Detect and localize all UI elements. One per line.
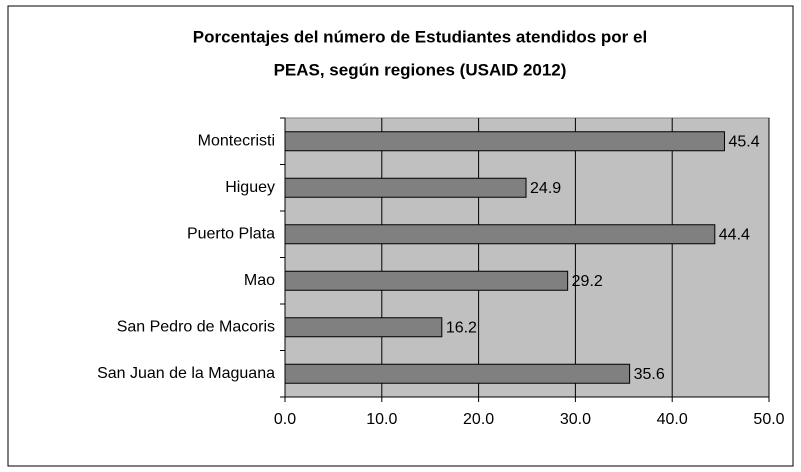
chart-title: Porcentajes del número de Estudiantes at… (193, 27, 647, 46)
data-label: 45.4 (728, 133, 759, 150)
data-label: 29.2 (572, 273, 603, 290)
x-tick-label: 20.0 (463, 411, 494, 428)
y-tick-label: San Juan de la Maguana (97, 365, 275, 382)
x-tick-label: 50.0 (753, 411, 784, 428)
chart-title: PEAS, según regiones (USAID 2012) (274, 60, 567, 79)
bar (284, 131, 725, 152)
y-tick-label: Higuey (225, 179, 275, 196)
bar (284, 270, 569, 291)
x-tick-label: 30.0 (560, 411, 591, 428)
bar (284, 317, 443, 338)
data-label: 24.9 (530, 180, 561, 197)
data-label: 16.2 (446, 319, 477, 336)
plot-area (284, 117, 770, 398)
x-tick-label: 0.0 (274, 411, 296, 428)
bar (284, 177, 527, 198)
data-label: 44.4 (719, 226, 750, 243)
y-tick-label: Puerto Plata (187, 225, 275, 242)
y-tick-label: Montecristi (198, 132, 275, 149)
x-tick-label: 10.0 (366, 411, 397, 428)
y-tick-label: San Pedro de Macoris (117, 318, 275, 335)
bar (284, 363, 631, 384)
x-tick-label: 40.0 (657, 411, 688, 428)
bar (284, 224, 716, 245)
data-label: 35.6 (634, 366, 665, 383)
y-tick-label: Mao (244, 272, 275, 289)
